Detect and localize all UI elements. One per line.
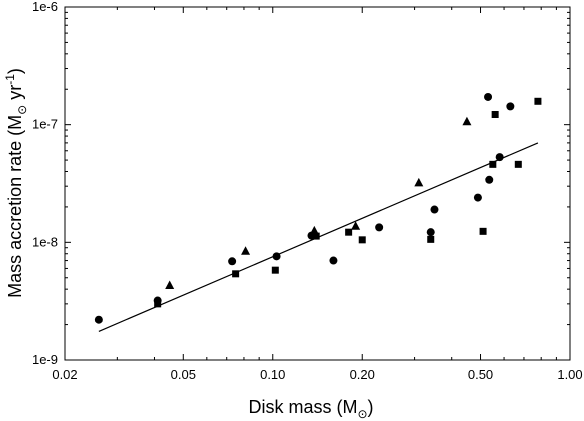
x-axis-title-subscript: ⊙ <box>357 407 367 421</box>
data-point-square <box>534 97 542 105</box>
data-point-square <box>312 232 320 240</box>
x-axis: 0.02 0.05 0.10 0.20 0.50 1.00 <box>52 7 583 382</box>
y-axis: 1e-9 1e-8 1e-7 1e-6 <box>32 0 570 367</box>
y-axis-title-superscript: -1 <box>3 74 17 85</box>
data-point-circle <box>426 228 435 237</box>
x-tick-label: 0.50 <box>468 367 493 382</box>
y-tick-label: 1e-7 <box>32 117 58 132</box>
x-tick-label: 0.02 <box>52 367 77 382</box>
data-point-square <box>232 270 240 278</box>
data-point-circle <box>485 175 494 184</box>
data-point-triangle <box>165 280 175 289</box>
data-point-circle <box>506 102 515 111</box>
data-point-square <box>271 266 279 274</box>
x-axis-title: Disk mass (M⊙) <box>248 397 373 421</box>
data-point-square <box>427 235 435 243</box>
data-point-circle <box>375 223 384 232</box>
data-point-triangle <box>414 177 424 187</box>
plot-frame <box>64 6 571 361</box>
data-point-square <box>514 160 522 168</box>
x-tick-label: 0.05 <box>171 367 196 382</box>
data-point-square <box>358 236 366 244</box>
y-tick-label: 1e-6 <box>32 0 58 14</box>
y-axis-title: Mass accretion rate (M⊙ yr-1) <box>3 68 29 298</box>
data-point-square <box>479 227 487 235</box>
data-point-circle <box>430 205 439 214</box>
data-point-square <box>491 111 499 119</box>
data-point-circle <box>329 256 338 265</box>
data-point-triangle <box>309 225 319 235</box>
x-tick-label: 0.20 <box>350 367 375 382</box>
x-tick-label: 1.00 <box>557 367 582 382</box>
data-points <box>94 92 542 324</box>
data-point-circle <box>484 92 493 101</box>
y-axis-title-text: Mass accretion rate (M <box>5 115 25 298</box>
y-axis-title-close: ) <box>5 68 25 74</box>
y-axis-title-subscript: ⊙ <box>15 105 29 115</box>
data-point-circle <box>272 252 281 261</box>
data-point-square <box>345 228 353 236</box>
y-axis-title-mid: yr <box>5 85 25 105</box>
data-point-triangle <box>241 246 251 255</box>
data-point-square <box>154 300 162 308</box>
data-point-square <box>489 160 497 168</box>
y-tick-label: 1e-9 <box>32 352 58 367</box>
x-axis-title-text: Disk mass (M <box>248 397 357 417</box>
data-point-triangle <box>351 221 361 230</box>
x-tick-label: 0.10 <box>260 367 285 382</box>
y-tick-label: 1e-8 <box>32 234 58 249</box>
data-point-circle <box>228 257 237 266</box>
plot-border <box>64 6 571 361</box>
data-point-circle <box>473 193 482 202</box>
data-point-circle <box>495 153 504 162</box>
data-point-triangle <box>462 116 472 126</box>
x-axis-title-close: ) <box>368 397 374 417</box>
data-point-circle <box>94 315 103 324</box>
